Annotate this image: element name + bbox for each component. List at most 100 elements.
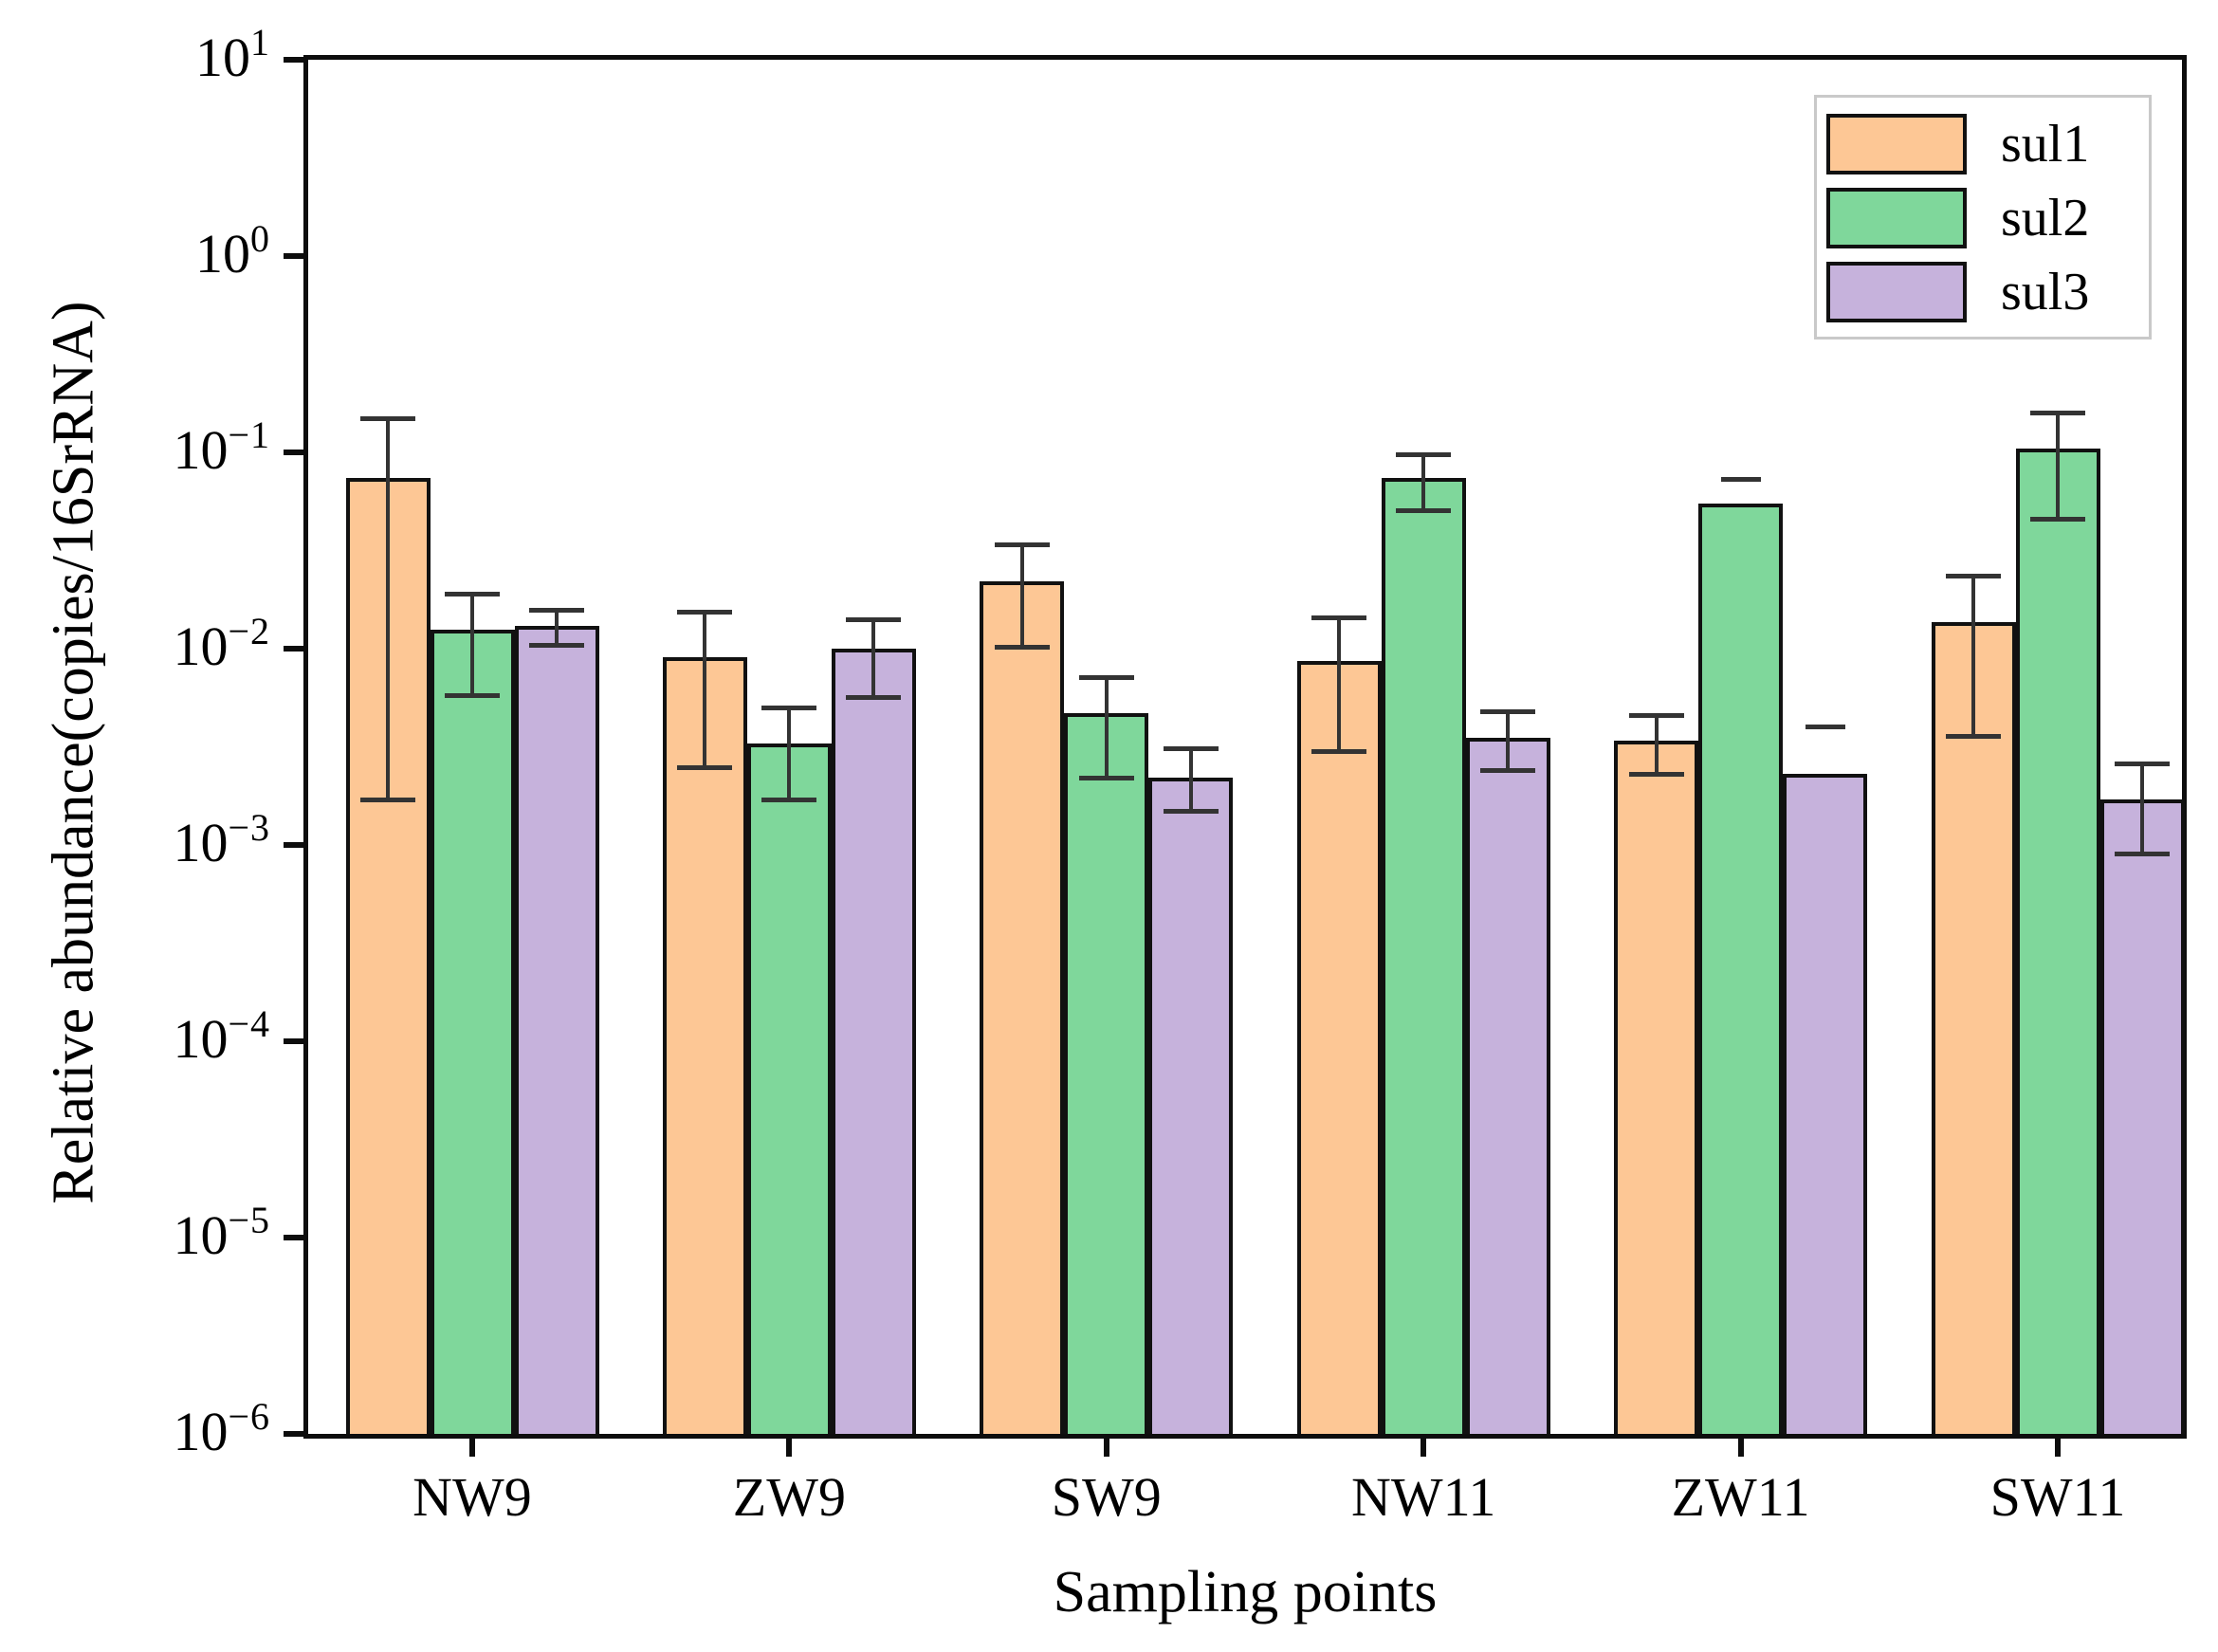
- legend-label-sul2: sul2: [2001, 189, 2090, 248]
- error-bar-cap-bottom: [1078, 776, 1134, 781]
- bar-sul3-SW9: [1148, 778, 1234, 1434]
- y-tick-mark: [284, 450, 308, 455]
- error-bar-cap-bottom: [360, 798, 415, 803]
- error-bar-cap-bottom: [2115, 852, 2170, 857]
- legend-swatch-sul2: [1826, 188, 1967, 248]
- error-bar-line: [555, 610, 559, 646]
- y-tick-label: 101: [195, 21, 270, 88]
- error-bar-cap-top: [1946, 574, 2001, 579]
- y-tick-label: 10−3: [173, 806, 270, 873]
- x-axis-title: Sampling points: [1053, 1560, 1438, 1624]
- error-bar-line: [1337, 616, 1342, 752]
- bar-sul1-NW11: [1296, 660, 1382, 1434]
- error-bar-cap-top: [994, 541, 1050, 547]
- error-bar-cap-bottom: [1480, 768, 1536, 774]
- x-tick-label: SW9: [1051, 1466, 1162, 1528]
- legend-label-sul1: sul1: [2001, 115, 2090, 174]
- error-bar-cap-bottom: [846, 694, 902, 700]
- x-tick-mark: [1421, 1434, 1427, 1457]
- y-tick-mark: [284, 1235, 308, 1240]
- error-bar-cap-top: [1805, 725, 1845, 730]
- bar-sul2-ZW9: [746, 743, 832, 1434]
- bar-sul2-NW11: [1381, 478, 1466, 1434]
- error-bar-line: [1421, 453, 1426, 510]
- y-tick-mark: [284, 1431, 308, 1437]
- error-bar-cap-top: [1480, 708, 1536, 714]
- error-bar-cap-top: [1078, 674, 1134, 680]
- error-bar-line: [703, 611, 707, 767]
- y-tick-label: 10−5: [173, 1199, 270, 1266]
- y-tick-label: 10−4: [173, 1002, 270, 1070]
- y-tick-label: 10−6: [173, 1395, 270, 1462]
- error-bar-cap-bottom: [1396, 507, 1452, 513]
- error-bar-line: [1654, 714, 1659, 775]
- bar-sul1-ZW11: [1614, 740, 1699, 1434]
- error-bar-line: [787, 707, 792, 800]
- legend-label-sul3: sul3: [2001, 263, 2090, 321]
- y-tick-label: 10−1: [173, 413, 270, 481]
- legend-swatch-sul3: [1826, 262, 1967, 322]
- y-tick-mark: [284, 253, 308, 259]
- error-bar-cap-top: [360, 415, 415, 421]
- error-bar-cap-top: [1396, 451, 1452, 457]
- error-bar-cap-bottom: [1628, 772, 1684, 778]
- error-bar-cap-bottom: [445, 692, 500, 698]
- legend: sul1 sul2 sul3: [1814, 95, 2152, 340]
- error-bar-line: [871, 619, 876, 697]
- bar-sul3-NW11: [1465, 738, 1550, 1434]
- error-bar-cap-bottom: [994, 645, 1050, 651]
- bar-sul2-SW11: [2015, 449, 2100, 1434]
- error-bar-cap-bottom: [529, 643, 584, 649]
- error-bar-cap-top: [846, 617, 902, 623]
- error-bar-cap-bottom: [1946, 733, 2001, 739]
- bar-sul3-SW11: [2099, 799, 2185, 1434]
- error-bar-cap-bottom: [677, 764, 733, 770]
- error-bar-cap-top: [1311, 615, 1367, 620]
- bar-sul2-NW9: [430, 629, 515, 1434]
- error-bar-line: [1971, 576, 1975, 736]
- error-bar-line: [1104, 676, 1109, 779]
- error-bar-cap-top: [1720, 477, 1761, 483]
- y-tick-mark: [284, 57, 308, 63]
- legend-item-sul3: sul3: [1826, 255, 2149, 329]
- error-bar-cap-top: [529, 608, 584, 614]
- x-tick-label: ZW11: [1671, 1466, 1810, 1528]
- y-tick-mark: [284, 842, 308, 848]
- x-tick-label: SW11: [1989, 1466, 2126, 1528]
- x-tick-mark: [2055, 1434, 2061, 1457]
- error-bar-cap-top: [761, 706, 817, 711]
- error-bar-cap-bottom: [761, 798, 817, 803]
- error-bar-cap-bottom: [2030, 516, 2085, 522]
- error-bar-cap-top: [2030, 410, 2085, 415]
- error-bar-line: [1506, 710, 1511, 771]
- bar-sul1-SW9: [980, 581, 1065, 1434]
- error-bar-line: [2056, 412, 2060, 519]
- error-bar-line: [386, 417, 390, 800]
- bar-sul3-ZW9: [831, 649, 916, 1434]
- x-tick-label: NW9: [412, 1466, 532, 1528]
- legend-item-sul2: sul2: [1826, 181, 2149, 255]
- error-bar-cap-top: [1628, 712, 1684, 718]
- y-tick-label: 10−2: [173, 610, 270, 677]
- x-tick-label: ZW9: [732, 1466, 846, 1528]
- x-tick-mark: [469, 1434, 475, 1457]
- error-bar-line: [1188, 748, 1193, 811]
- bar-sul1-ZW9: [662, 657, 747, 1434]
- y-tick-mark: [284, 1038, 308, 1044]
- y-tick-mark: [284, 646, 308, 652]
- y-tick-label: 100: [195, 217, 270, 285]
- error-bar-line: [470, 594, 474, 695]
- error-bar-cap-bottom: [1163, 808, 1219, 814]
- x-tick-label: NW11: [1350, 1466, 1496, 1528]
- bar-sul2-SW9: [1064, 712, 1149, 1434]
- x-tick-mark: [1737, 1434, 1744, 1457]
- error-bar-cap-top: [445, 592, 500, 597]
- x-tick-mark: [1103, 1434, 1109, 1457]
- legend-swatch-sul1: [1826, 114, 1967, 174]
- bar-sul3-NW9: [514, 626, 599, 1434]
- legend-item-sul1: sul1: [1826, 107, 2149, 181]
- bar-sul3-ZW11: [1783, 774, 1868, 1434]
- error-bar-cap-top: [1163, 746, 1219, 752]
- x-tick-mark: [786, 1434, 793, 1457]
